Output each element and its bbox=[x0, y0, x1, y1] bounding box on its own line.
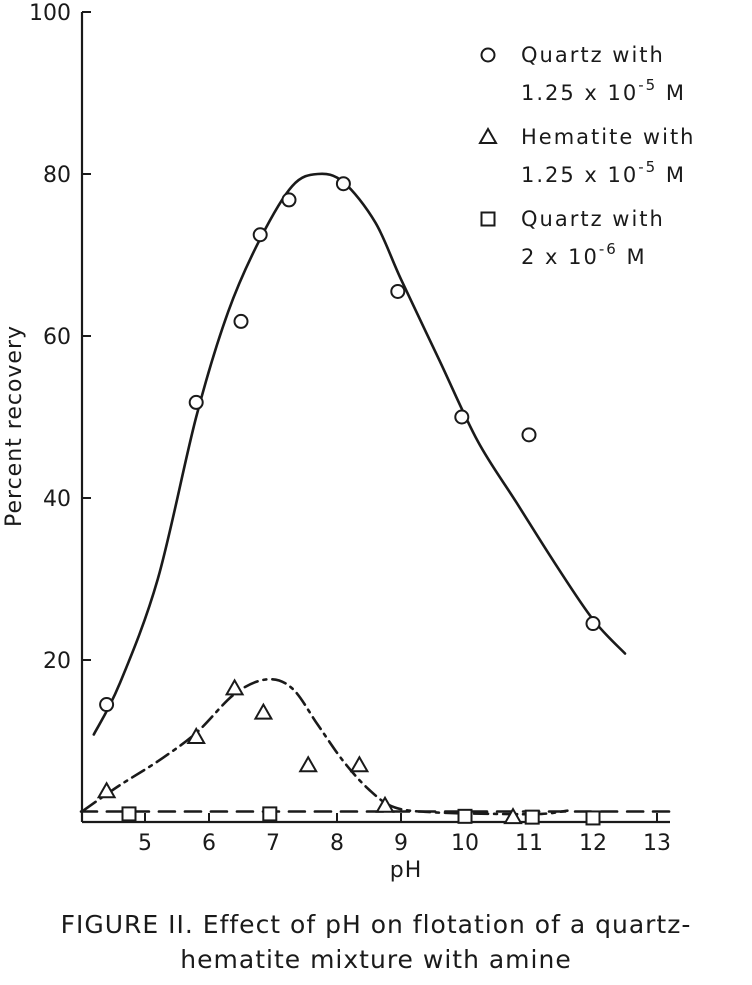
square-data-point bbox=[524, 809, 540, 825]
x-tick-label: 6 bbox=[202, 831, 216, 856]
y-tick-label: 80 bbox=[43, 163, 71, 188]
legend-label-line2: 1.25 x 10-5 M bbox=[521, 76, 686, 105]
circle-data-point bbox=[99, 697, 115, 713]
x-tick-label: 11 bbox=[515, 831, 543, 856]
triangle-data-point bbox=[503, 807, 523, 825]
square-data-point bbox=[457, 808, 473, 824]
x-tick-label: 10 bbox=[451, 831, 479, 856]
triangle-data-point bbox=[186, 726, 206, 744]
y-tick-label: 40 bbox=[43, 487, 71, 512]
circle-data-point bbox=[585, 616, 601, 632]
square-data-point bbox=[121, 806, 137, 822]
y-tick-label: 60 bbox=[43, 325, 71, 350]
triangle-data-point bbox=[96, 781, 117, 799]
x-tick-label: 7 bbox=[266, 831, 280, 856]
y-tick-label: 100 bbox=[29, 1, 71, 26]
figure-caption-line-1: FIGURE II. Effect of pH on flotation of … bbox=[60, 910, 692, 939]
data-markers bbox=[96, 176, 601, 826]
axes: 20 40 60 80 100 5 6 7 8 9 10 11 12 13 bbox=[29, 1, 671, 856]
legend-circle-icon bbox=[480, 47, 496, 63]
legend-label-line2: 1.25 x 10-5 M bbox=[521, 158, 686, 187]
x-tick-label: 12 bbox=[579, 831, 607, 856]
legend-square-icon bbox=[480, 211, 496, 227]
x-tick-label: 5 bbox=[138, 831, 152, 856]
triangle-series-line bbox=[82, 677, 569, 816]
circle-data-point bbox=[454, 409, 470, 425]
y-tick-label: 20 bbox=[43, 649, 71, 674]
square-data-point bbox=[585, 810, 601, 826]
circle-data-point bbox=[188, 394, 204, 410]
legend-label-line1: Quartz with bbox=[521, 43, 665, 67]
triangle-data-point bbox=[224, 678, 245, 696]
x-tick-label: 13 bbox=[643, 831, 671, 856]
series-lines bbox=[79, 172, 672, 816]
x-axis-label: pH bbox=[390, 858, 423, 883]
legend-label-line1: Hematite with bbox=[521, 125, 696, 149]
circle-data-point bbox=[233, 313, 249, 329]
triangle-data-point bbox=[298, 755, 318, 773]
circle-data-point bbox=[390, 283, 406, 299]
triangle-data-point bbox=[349, 755, 370, 773]
figure-caption-line-2: hematite mixture with amine bbox=[180, 945, 572, 974]
x-tick-label: 8 bbox=[330, 831, 344, 856]
x-tick-label: 9 bbox=[394, 831, 408, 856]
triangle-data-point bbox=[375, 795, 395, 813]
legend-label-line2: 2 x 10-6 M bbox=[521, 240, 647, 269]
circle-data-point bbox=[335, 176, 351, 192]
circle-data-point bbox=[521, 427, 537, 443]
legend-label-line1: Quartz with bbox=[521, 207, 665, 231]
y-axis-title: Percent recovery bbox=[2, 325, 27, 527]
circle-data-point bbox=[252, 227, 268, 243]
square-data-point bbox=[262, 806, 278, 822]
y-axis-label: Percent recovery bbox=[2, 325, 27, 527]
legend-triangle-icon bbox=[478, 126, 498, 144]
circle-data-point bbox=[281, 192, 297, 208]
legend: Quartz with 1.25 x 10-5 M Hematite with 1.2… bbox=[478, 43, 696, 269]
triangle-data-point bbox=[253, 702, 274, 720]
